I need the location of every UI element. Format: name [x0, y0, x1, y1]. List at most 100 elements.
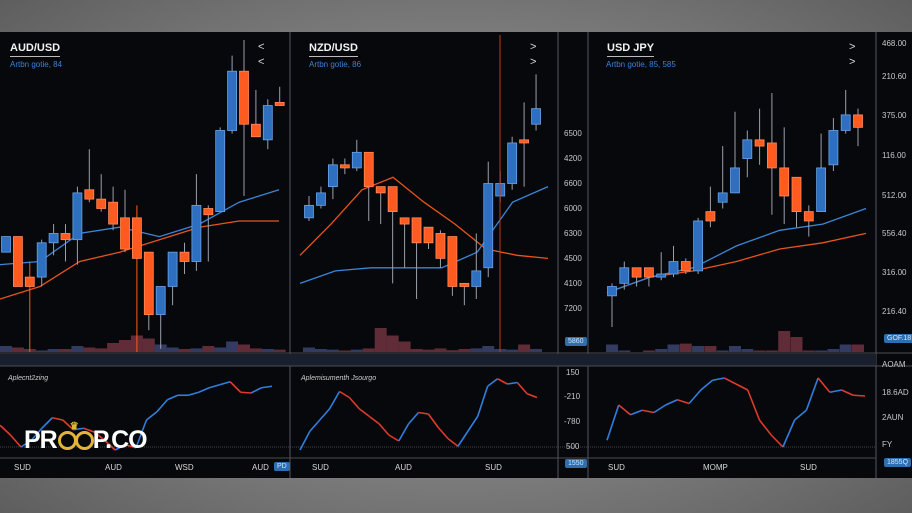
volume-bar [303, 347, 315, 352]
candle [656, 252, 667, 281]
oscillator-segment [653, 404, 667, 414]
oscillator-segment [209, 383, 220, 389]
oscillator-title: Aplemisumenth Jsourgo [301, 375, 377, 382]
osc-y-label: -210 [564, 392, 581, 401]
volume-bar [470, 348, 483, 352]
oscillator-segment [487, 378, 498, 387]
candle-body-down [108, 201, 118, 225]
oscillator-segment [630, 409, 643, 416]
volume-bar [655, 349, 668, 352]
y-tick-label: 6500 [564, 129, 582, 138]
candle-body-down [143, 251, 154, 315]
y-tick-label: 4200 [564, 154, 582, 163]
oscillator-segment [250, 387, 262, 394]
osc-badge: 1550 [565, 459, 587, 468]
candle-body-down [853, 114, 863, 128]
candle [435, 230, 446, 268]
oscillator-segment [398, 423, 410, 442]
oscillator-segment [427, 413, 439, 428]
oscillator-segment [467, 415, 479, 432]
candle [619, 261, 630, 290]
volume-bar [0, 346, 12, 352]
candle-body-down [779, 167, 790, 197]
volume-bar [11, 347, 24, 352]
x-tick-label: AUD [395, 463, 412, 472]
volume-bar [166, 347, 179, 352]
oscillator-segment [309, 419, 321, 432]
candle [24, 261, 35, 352]
candle-body-up [155, 286, 166, 315]
candle [36, 239, 47, 287]
oscillator-segment [388, 434, 400, 442]
candle-body-down [239, 70, 249, 125]
volume-bar [261, 349, 274, 352]
candle-body-down [644, 267, 654, 278]
oscillator-segment [829, 389, 842, 394]
candle [680, 258, 691, 274]
candle [693, 217, 703, 274]
oscillator-segment [437, 426, 449, 440]
candle-body-down [435, 233, 446, 259]
osc-y-label: 2AUN [882, 413, 904, 422]
chevron-left-icon[interactable]: < [258, 41, 265, 53]
candle [155, 286, 166, 349]
candle [84, 149, 95, 203]
volume-heat-strip [0, 354, 876, 366]
volume-bar [729, 346, 741, 352]
oscillator-segment [41, 417, 53, 429]
oscillator-segment [167, 394, 179, 401]
candle-body-up [828, 130, 839, 166]
candle [1, 236, 11, 253]
candle-body-up [742, 139, 753, 159]
oscillator-segment [817, 377, 831, 393]
volume-bar [765, 350, 778, 352]
candle-body-up [215, 130, 226, 212]
oscillator-segment [497, 378, 508, 385]
volume-bar [827, 349, 840, 352]
volume-bar [518, 344, 531, 352]
y-tick-label: 7200 [564, 304, 582, 313]
watermark-text-left: PR [24, 426, 58, 454]
oscillator-segment [219, 380, 231, 386]
candle-body-up [327, 164, 338, 188]
volume-bar [839, 344, 852, 352]
volume-bar [95, 348, 108, 352]
oscillator-segment [240, 391, 252, 394]
candle [803, 205, 814, 237]
candle [531, 74, 541, 131]
chevron-right-icon[interactable]: > [849, 56, 856, 68]
volume-bar [273, 349, 286, 352]
x-tick-label: SUD [608, 463, 625, 472]
oscillator-segment [114, 444, 126, 451]
candle [203, 205, 214, 262]
candle [304, 196, 314, 221]
oscillator-segment [261, 385, 273, 389]
oscillator-segment [0, 424, 12, 436]
candle-body-up [167, 251, 178, 287]
candle-body-up [483, 183, 494, 269]
candle-body-up [191, 204, 202, 262]
volume-bar [386, 335, 399, 352]
candle [131, 205, 142, 352]
x-tick-label: SUD [800, 463, 817, 472]
candle [459, 282, 470, 306]
candle [519, 102, 529, 187]
chevron-right-icon[interactable]: > [530, 41, 537, 53]
candle-body-up [48, 233, 59, 244]
y-tick-label: 6600 [564, 179, 582, 188]
oscillator-segment [73, 427, 84, 431]
candle-body-down [120, 217, 130, 250]
candle [717, 146, 728, 209]
volume-bar [790, 337, 803, 352]
chevron-right-icon[interactable]: > [849, 41, 856, 53]
candle-body-down [250, 123, 261, 138]
candle-body-down [24, 276, 35, 287]
volume-bar [802, 350, 815, 352]
candle-body-down [767, 142, 777, 169]
volume-bar [314, 349, 327, 352]
oscillator-segment [447, 438, 459, 447]
chevron-right-icon[interactable]: > [530, 56, 537, 68]
chevron-left-icon[interactable]: < [258, 56, 265, 68]
volume-bar [530, 349, 543, 352]
